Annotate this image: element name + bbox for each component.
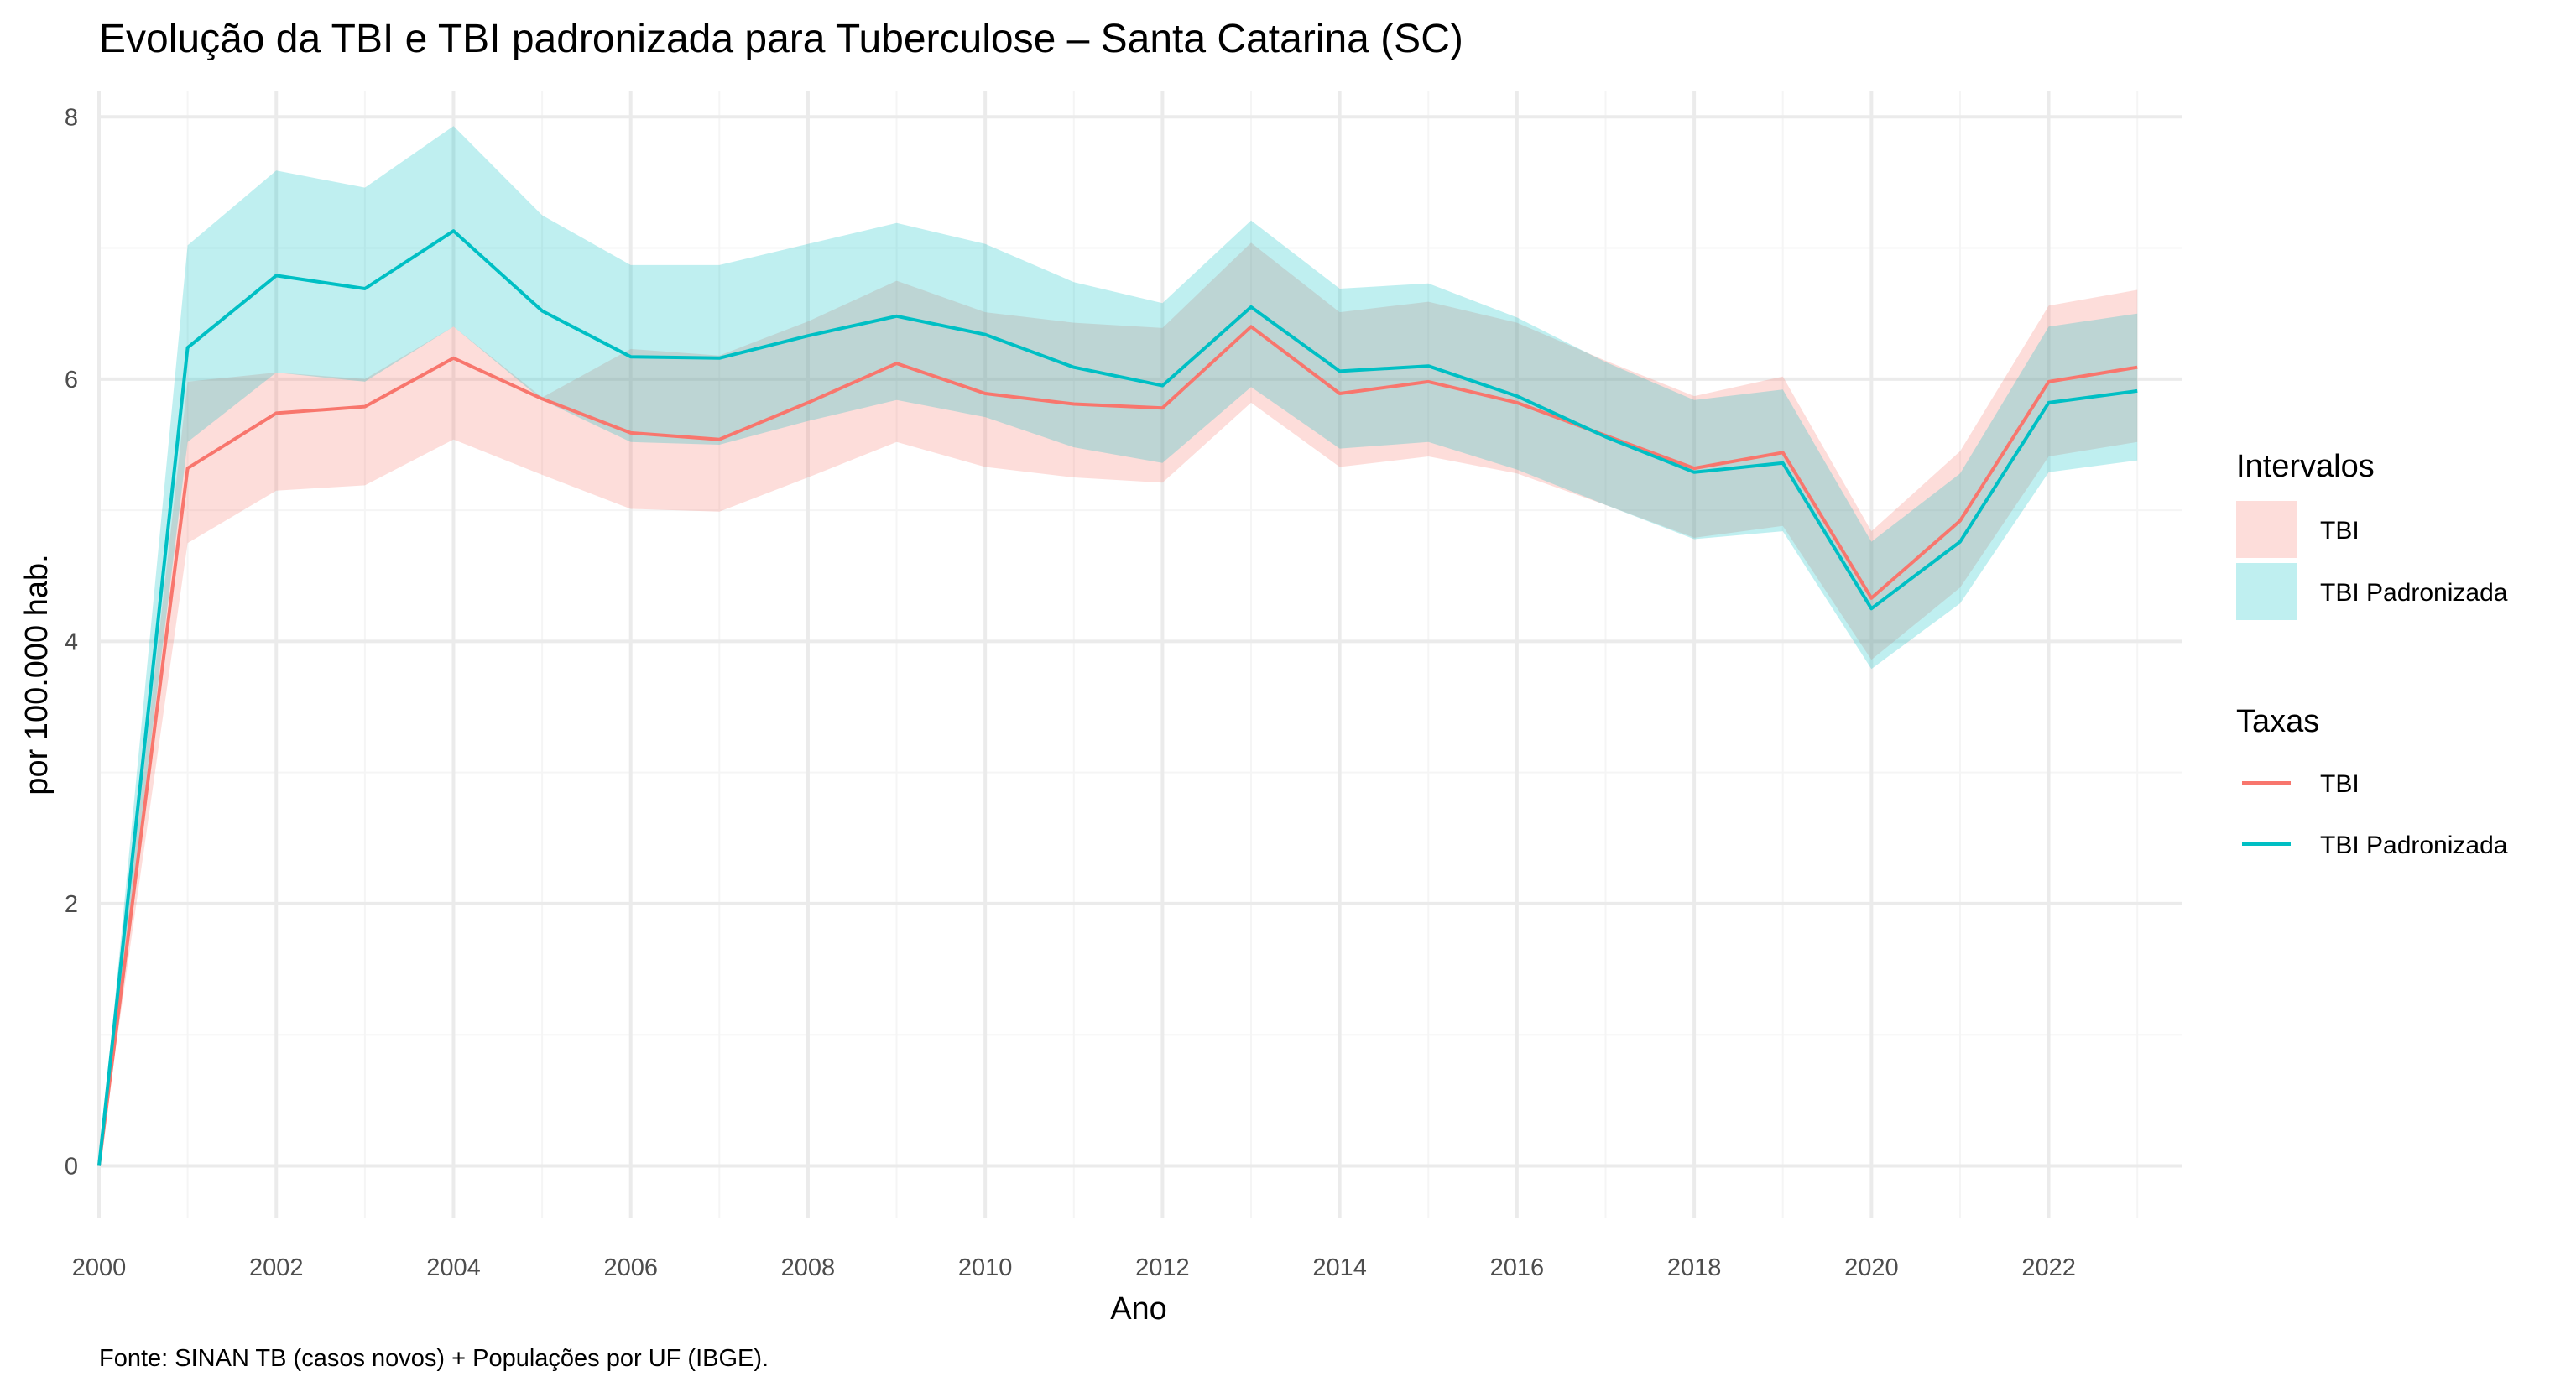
y-tick-label: 2	[65, 891, 78, 918]
tbi-line	[97, 325, 2138, 1166]
x-axis-title: Ano	[1110, 1291, 1167, 1327]
legend-label-tbi-line: TBI	[2320, 770, 2360, 798]
x-tick-label: 2020	[1844, 1254, 1899, 1281]
x-tick-label: 2012	[1135, 1254, 1190, 1281]
legend-rates-title: Taxas	[2236, 704, 2319, 739]
legend-key-tbi-padronizada-band	[2236, 563, 2297, 620]
minor-gridlines	[99, 91, 2182, 1218]
legend-key-tbi-band	[2236, 501, 2297, 558]
y-axis-title: por 100.000 hab.	[19, 554, 55, 795]
y-tick-label: 8	[65, 104, 78, 131]
x-axis-ticks: 2000 2002 2004 2006 2008 2010 2012 2014 2016 2018…	[72, 1254, 2076, 1281]
confidence-bands	[99, 126, 2138, 1166]
y-tick-label: 4	[65, 628, 78, 655]
tbi-confidence-band	[99, 242, 2138, 1166]
x-tick-label: 2018	[1667, 1254, 1722, 1281]
major-gridlines	[97, 91, 2182, 1218]
legend-label-tbi-band: TBI	[2320, 517, 2360, 545]
x-tick-label: 2006	[603, 1254, 658, 1281]
legend: Intervalos TBI TBI Padronizada Taxas TBI…	[2236, 449, 2508, 859]
chart-title: Evolução da TBI e TBI padronizada para T…	[99, 17, 1463, 61]
y-axis-ticks: 0 2 4 6 8	[65, 104, 78, 1180]
x-tick-label: 2016	[1490, 1254, 1545, 1281]
y-tick-label: 6	[65, 367, 78, 394]
legend-intervals-title: Intervalos	[2236, 449, 2375, 484]
x-tick-label: 2010	[958, 1254, 1013, 1281]
y-tick-label: 0	[65, 1153, 78, 1180]
x-tick-label: 2022	[2021, 1254, 2076, 1281]
x-tick-label: 2008	[781, 1254, 836, 1281]
legend-label-tbi-padronizada-band: TBI Padronizada	[2320, 579, 2508, 607]
x-tick-label: 2002	[249, 1254, 304, 1281]
legend-label-tbi-padronizada-line: TBI Padronizada	[2320, 832, 2508, 859]
series-lines	[97, 229, 2138, 1166]
chart-caption: Fonte: SINAN TB (casos novos) + Populaçõ…	[99, 1345, 769, 1372]
x-tick-label: 2000	[72, 1254, 127, 1281]
x-tick-label: 2014	[1312, 1254, 1367, 1281]
tbi-padronizada-line	[97, 229, 2138, 1166]
tbi-padronizada-confidence-band	[99, 126, 2138, 1166]
plot-panel	[97, 91, 2182, 1218]
x-tick-label: 2004	[426, 1254, 481, 1281]
